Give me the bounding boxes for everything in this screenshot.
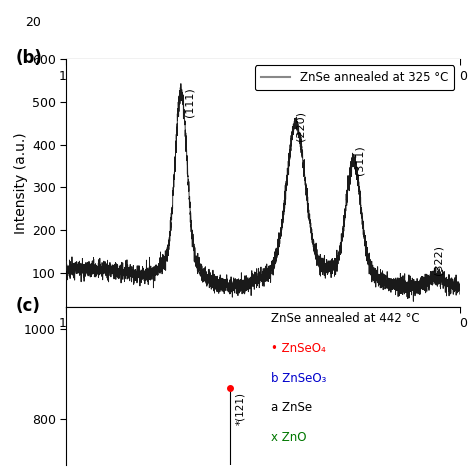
Y-axis label: Intensity (a.u.): Intensity (a.u.) bbox=[14, 132, 28, 234]
Text: 20: 20 bbox=[25, 17, 41, 29]
Text: *(121): *(121) bbox=[236, 392, 246, 426]
Text: (311): (311) bbox=[355, 146, 365, 175]
Text: b ZnSeO₃: b ZnSeO₃ bbox=[271, 372, 326, 384]
Text: (322): (322) bbox=[433, 245, 443, 275]
X-axis label: 2 Theta (degree): 2 Theta (degree) bbox=[205, 84, 321, 98]
Legend: ZnSe annealed at 325 °C: ZnSe annealed at 325 °C bbox=[255, 65, 454, 90]
Text: (111): (111) bbox=[184, 87, 194, 117]
Text: a ZnSe: a ZnSe bbox=[271, 401, 312, 414]
Text: x ZnO: x ZnO bbox=[271, 431, 306, 445]
Text: ZnSe annealed at 442 °C: ZnSe annealed at 442 °C bbox=[271, 311, 419, 325]
Text: (b): (b) bbox=[15, 49, 42, 67]
Text: • ZnSeO₄: • ZnSeO₄ bbox=[271, 342, 326, 355]
Text: (220): (220) bbox=[296, 111, 306, 141]
Text: (c): (c) bbox=[15, 298, 40, 316]
X-axis label: 2 Theta (degree): 2 Theta (degree) bbox=[205, 335, 321, 348]
